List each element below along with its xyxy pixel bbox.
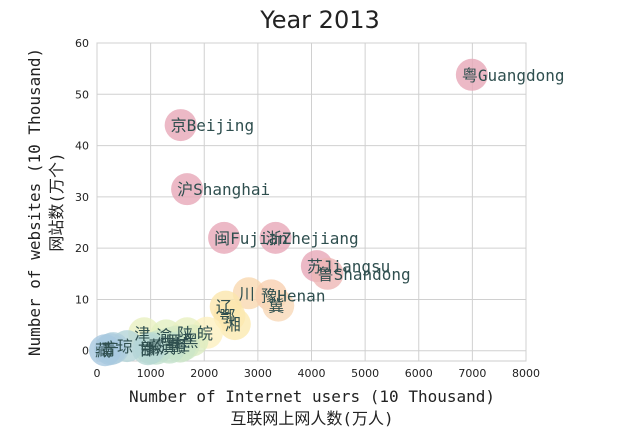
y-tick-label: 40 bbox=[75, 140, 89, 153]
y-tick-label: 60 bbox=[75, 37, 89, 50]
data-label: 豫Henan bbox=[261, 286, 325, 305]
data-label: 粤Guangdong bbox=[462, 66, 565, 85]
data-label: 赣 bbox=[170, 338, 186, 357]
x-tick-label: 0 bbox=[94, 367, 101, 380]
data-label: 津 bbox=[134, 324, 150, 343]
data-label: 黑 bbox=[182, 331, 198, 350]
y-axis-label-cn: 网站数(万个) bbox=[47, 152, 66, 251]
data-label: 吉 bbox=[160, 334, 176, 353]
data-point bbox=[455, 58, 488, 91]
data-point bbox=[262, 289, 295, 322]
data-label: 渝 bbox=[156, 326, 172, 345]
y-tick-label: 0 bbox=[82, 345, 89, 358]
y-tick-label: 20 bbox=[75, 242, 89, 255]
data-label: 皖 bbox=[197, 324, 213, 343]
data-label: 蒙 bbox=[149, 337, 165, 356]
y-axis-label: Number of websites (10 Thousand) bbox=[25, 48, 44, 356]
data-point bbox=[171, 173, 204, 206]
data-label: 藏 bbox=[95, 341, 111, 360]
x-tick-label: 6000 bbox=[405, 367, 433, 380]
x-tick-label: 2000 bbox=[190, 367, 218, 380]
data-point bbox=[89, 334, 122, 367]
chart-title: Year 2013 bbox=[259, 6, 380, 34]
x-tick-label: 8000 bbox=[512, 367, 540, 380]
data-label: 陕 bbox=[177, 324, 193, 343]
data-label: 黔 bbox=[146, 340, 162, 359]
data-labels: 粤Guangdong 京Beijing 沪Shanghai 闽Fujian浙Zheji… bbox=[95, 66, 564, 360]
y-tick-label: 50 bbox=[75, 88, 89, 101]
x-axis-ticks: 0 1000 2000 3000 4000 5000 6000 7000 8000 bbox=[94, 367, 541, 380]
data-label: 浙Zhejiang bbox=[266, 229, 359, 248]
data-point bbox=[208, 221, 241, 254]
data-label: 苏Jiangsu bbox=[307, 257, 390, 276]
x-tick-label: 5000 bbox=[351, 367, 379, 380]
data-label: 闽Fujian bbox=[214, 229, 288, 248]
x-tick-label: 7000 bbox=[458, 367, 486, 380]
data-label: 新 bbox=[141, 339, 157, 358]
data-point bbox=[311, 257, 344, 290]
x-axis-label: Number of Internet users (10 Thousand) bbox=[129, 387, 495, 406]
data-label: 琼 bbox=[117, 337, 133, 356]
y-tick-label: 10 bbox=[75, 293, 89, 306]
data-label: 辽 bbox=[216, 298, 232, 317]
data-label: 鄂 bbox=[219, 307, 235, 326]
x-tick-label: 1000 bbox=[137, 367, 165, 380]
data-label: 京Beijing bbox=[171, 116, 254, 135]
x-tick-label: 4000 bbox=[298, 367, 326, 380]
data-point bbox=[259, 221, 292, 254]
data-label: 青 bbox=[100, 340, 116, 359]
y-axis-ticks: 0 10 20 30 40 50 60 bbox=[75, 37, 89, 358]
data-label: 滇 bbox=[159, 339, 175, 358]
data-label: 桂 bbox=[174, 336, 190, 355]
x-axis-label-cn: 互联网上网人数(万人) bbox=[230, 409, 393, 428]
data-label: 宁 bbox=[103, 339, 119, 358]
data-label: 湘 bbox=[225, 315, 241, 334]
data-point bbox=[218, 308, 251, 341]
x-tick-label: 3000 bbox=[244, 367, 272, 380]
y-tick-label: 30 bbox=[75, 191, 89, 204]
data-points bbox=[89, 58, 488, 367]
data-label: 冀 bbox=[268, 297, 284, 316]
data-point bbox=[164, 109, 197, 142]
data-label: 晋 bbox=[166, 333, 182, 352]
data-label: 川 bbox=[239, 284, 255, 303]
data-label: 甘 bbox=[138, 340, 154, 359]
data-label: 沪Shanghai bbox=[177, 180, 270, 199]
data-label: 鲁Shandong bbox=[318, 265, 411, 284]
